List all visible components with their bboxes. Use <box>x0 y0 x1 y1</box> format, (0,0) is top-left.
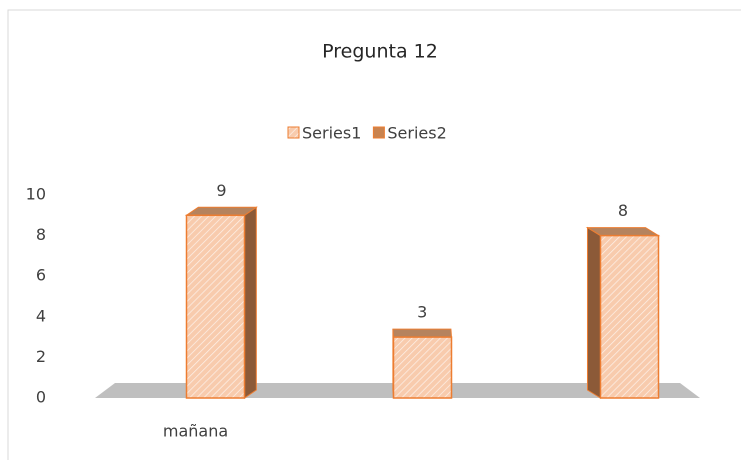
bar-top <box>392 328 453 338</box>
y-tick-label: 6 <box>36 266 46 285</box>
bar-front <box>185 214 246 399</box>
legend-swatch <box>372 126 385 139</box>
y-tick-label: 8 <box>36 225 46 244</box>
bar-top <box>585 227 661 237</box>
x-tick-label: mañana <box>163 422 228 441</box>
legend-swatch <box>287 126 300 139</box>
data-label: 3 <box>417 303 427 322</box>
bar <box>585 226 661 399</box>
bar-top <box>184 206 258 216</box>
bar-front <box>392 336 453 399</box>
chart-title: Pregunta 12 <box>322 41 438 63</box>
legend-label: Series2 <box>387 124 446 143</box>
y-tick-label: 2 <box>36 347 46 366</box>
data-label: 8 <box>618 201 628 220</box>
bar <box>392 328 453 399</box>
bar-side <box>586 226 601 399</box>
data-label: 9 <box>216 181 226 200</box>
bar-side <box>244 206 257 399</box>
bar-front <box>599 234 660 399</box>
legend-label: Series1 <box>302 124 361 143</box>
y-tick-label: 10 <box>26 185 46 204</box>
bar <box>184 206 258 399</box>
y-tick-label: 0 <box>36 388 46 407</box>
y-tick-label: 4 <box>36 306 46 325</box>
